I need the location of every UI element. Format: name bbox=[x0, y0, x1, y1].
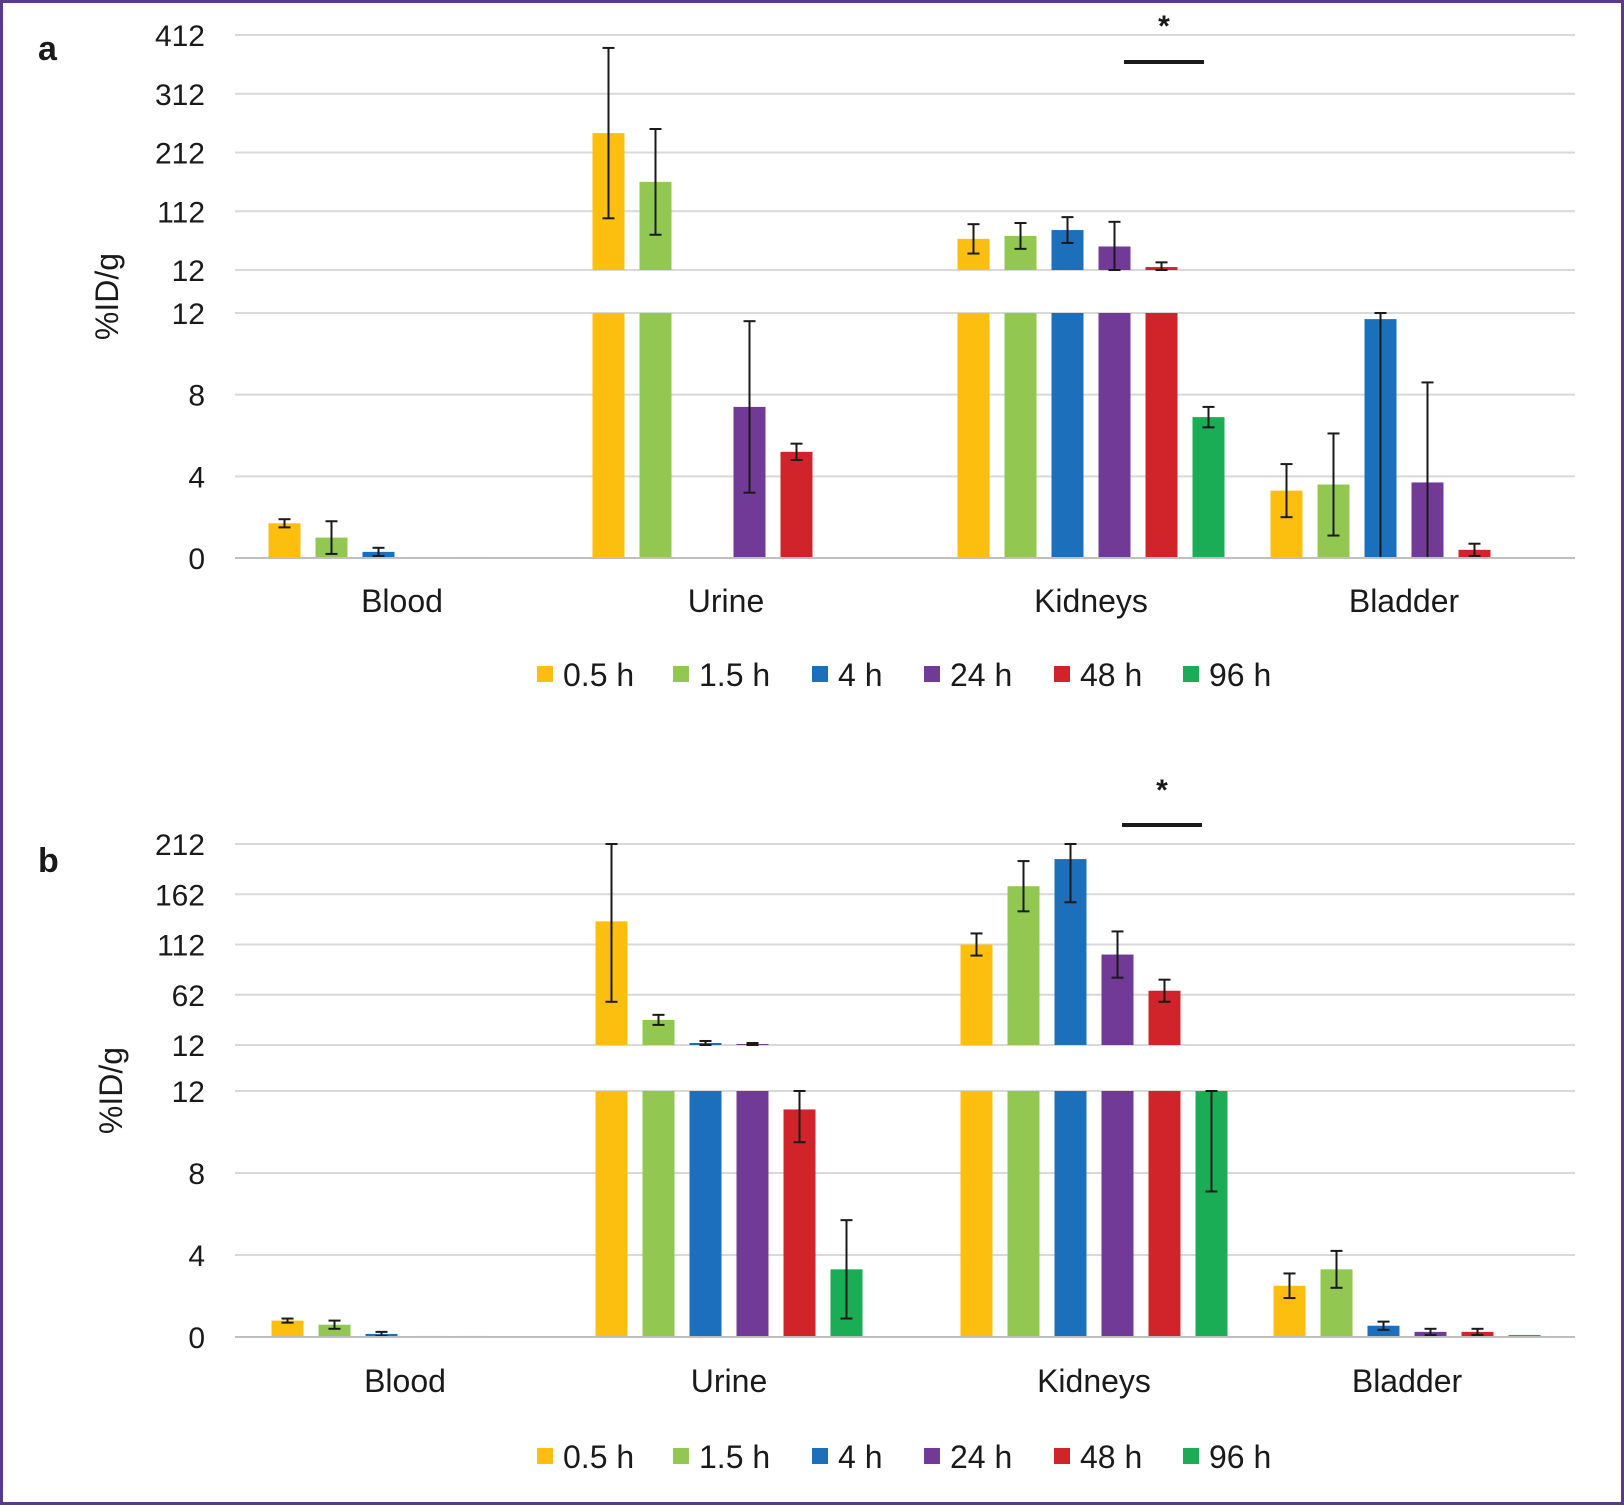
legend-swatch-4h bbox=[812, 666, 828, 682]
y-tick-label: 412 bbox=[155, 20, 205, 53]
y-tick-label: 8 bbox=[188, 1158, 205, 1191]
legend-label: 0.5 h bbox=[563, 1439, 634, 1475]
bar-48h-kidneys-lower bbox=[1145, 313, 1178, 558]
bar-48h-urine bbox=[783, 1109, 816, 1337]
bar-24h-urine-lower bbox=[736, 1091, 769, 1337]
legend-label: 4 h bbox=[838, 1439, 882, 1475]
category-label: Bladder bbox=[1349, 583, 1460, 619]
legend-swatch-48h bbox=[1054, 1448, 1070, 1464]
bar-48h-kidneys-lower bbox=[1148, 1091, 1181, 1337]
bar-15h-kidneys-lower bbox=[1007, 1091, 1040, 1337]
y-tick-label: 12 bbox=[172, 1030, 205, 1063]
legend-swatch-15h bbox=[673, 1448, 689, 1464]
y-tick-label: 4 bbox=[188, 461, 205, 494]
significance-star: * bbox=[1156, 774, 1168, 807]
bar-96h-bladder bbox=[1508, 1334, 1541, 1337]
bar-24h-kidneys-lower bbox=[1101, 1091, 1134, 1337]
bar-4h-bladder bbox=[1367, 1325, 1400, 1337]
bar-05h-blood bbox=[271, 1320, 304, 1337]
bar-15h-kidneys-lower bbox=[1004, 313, 1037, 558]
bar-05h-kidneys bbox=[960, 944, 993, 1045]
legend-label: 1.5 h bbox=[699, 657, 770, 693]
category-label: Kidneys bbox=[1037, 1363, 1151, 1399]
legend-swatch-15h bbox=[673, 666, 689, 682]
bar-05h-urine-lower bbox=[595, 1091, 628, 1337]
category-label: Kidneys bbox=[1034, 583, 1148, 619]
y-tick-label: 8 bbox=[188, 380, 205, 413]
y-axis-label: %ID/g bbox=[89, 253, 125, 340]
category-label: Bladder bbox=[1352, 1363, 1463, 1399]
bar-4h-urine-lower bbox=[689, 1091, 722, 1337]
bar-05h-urine-lower bbox=[592, 313, 625, 558]
legend-swatch-05h bbox=[537, 1448, 553, 1464]
chart-panel-b: b 0 4 8 12 12 62 112 162 212 %ID/g Blood Urine Kidney… bbox=[38, 774, 1575, 1475]
legend-label: 24 h bbox=[950, 657, 1012, 693]
legend-swatch-96h bbox=[1183, 666, 1199, 682]
bar-15h-urine-lower bbox=[639, 313, 672, 558]
bar-48h-urine bbox=[780, 451, 813, 558]
y-tick-label: 12 bbox=[172, 255, 205, 288]
significance-star: * bbox=[1158, 10, 1170, 43]
category-label: Blood bbox=[364, 1363, 446, 1399]
y-tick-label: 162 bbox=[155, 879, 205, 912]
legend-label: 1.5 h bbox=[699, 1439, 770, 1475]
bar-05h-kidneys-lower bbox=[957, 313, 990, 558]
legend-label: 4 h bbox=[838, 657, 882, 693]
bar-24h-kidneys-lower bbox=[1098, 313, 1131, 558]
legend-label: 96 h bbox=[1209, 657, 1271, 693]
y-tick-label: 12 bbox=[172, 298, 205, 331]
legend-label: 96 h bbox=[1209, 1439, 1271, 1475]
y-tick-label: 12 bbox=[172, 1076, 205, 1109]
bar-15h-blood bbox=[318, 1324, 351, 1337]
panel-label: b bbox=[38, 842, 59, 880]
bar-4h-kidneys-lower bbox=[1051, 313, 1084, 558]
legend-label: 48 h bbox=[1080, 1439, 1142, 1475]
panel-label: a bbox=[38, 30, 58, 68]
category-label: Urine bbox=[691, 1363, 767, 1399]
bar-15h-kidneys bbox=[1007, 886, 1040, 1045]
y-tick-label: 112 bbox=[157, 196, 205, 229]
legend-swatch-4h bbox=[812, 1448, 828, 1464]
legend-label: 24 h bbox=[950, 1439, 1012, 1475]
y-tick-label: 62 bbox=[172, 980, 205, 1013]
chart-panel-a: a 0 4 8 12 12 112 212 312 412 %ID/g Blood Urine Kidne… bbox=[38, 10, 1575, 693]
legend-swatch-96h bbox=[1183, 1448, 1199, 1464]
y-tick-label: 0 bbox=[188, 1322, 205, 1355]
y-tick-label: 312 bbox=[155, 79, 205, 112]
bar-15h-urine-lower bbox=[642, 1091, 675, 1337]
category-label: Blood bbox=[361, 583, 443, 619]
bar-4h-kidneys-lower bbox=[1054, 1091, 1087, 1337]
y-axis-label: %ID/g bbox=[93, 1047, 129, 1134]
y-tick-label: 0 bbox=[188, 543, 205, 576]
bar-05h-blood bbox=[268, 523, 301, 558]
category-label: Urine bbox=[688, 583, 764, 619]
legend-swatch-48h bbox=[1054, 666, 1070, 682]
legend-label: 0.5 h bbox=[563, 657, 634, 693]
y-tick-label: 212 bbox=[155, 829, 205, 862]
y-tick-label: 212 bbox=[155, 138, 205, 171]
y-tick-label: 112 bbox=[157, 930, 205, 963]
legend-swatch-24h bbox=[924, 1448, 940, 1464]
legend-swatch-24h bbox=[924, 666, 940, 682]
legend-swatch-05h bbox=[537, 666, 553, 682]
legend-label: 48 h bbox=[1080, 657, 1142, 693]
bar-96h-kidneys bbox=[1192, 417, 1225, 558]
y-tick-label: 4 bbox=[188, 1240, 205, 1273]
bar-05h-kidneys-lower bbox=[960, 1091, 993, 1337]
